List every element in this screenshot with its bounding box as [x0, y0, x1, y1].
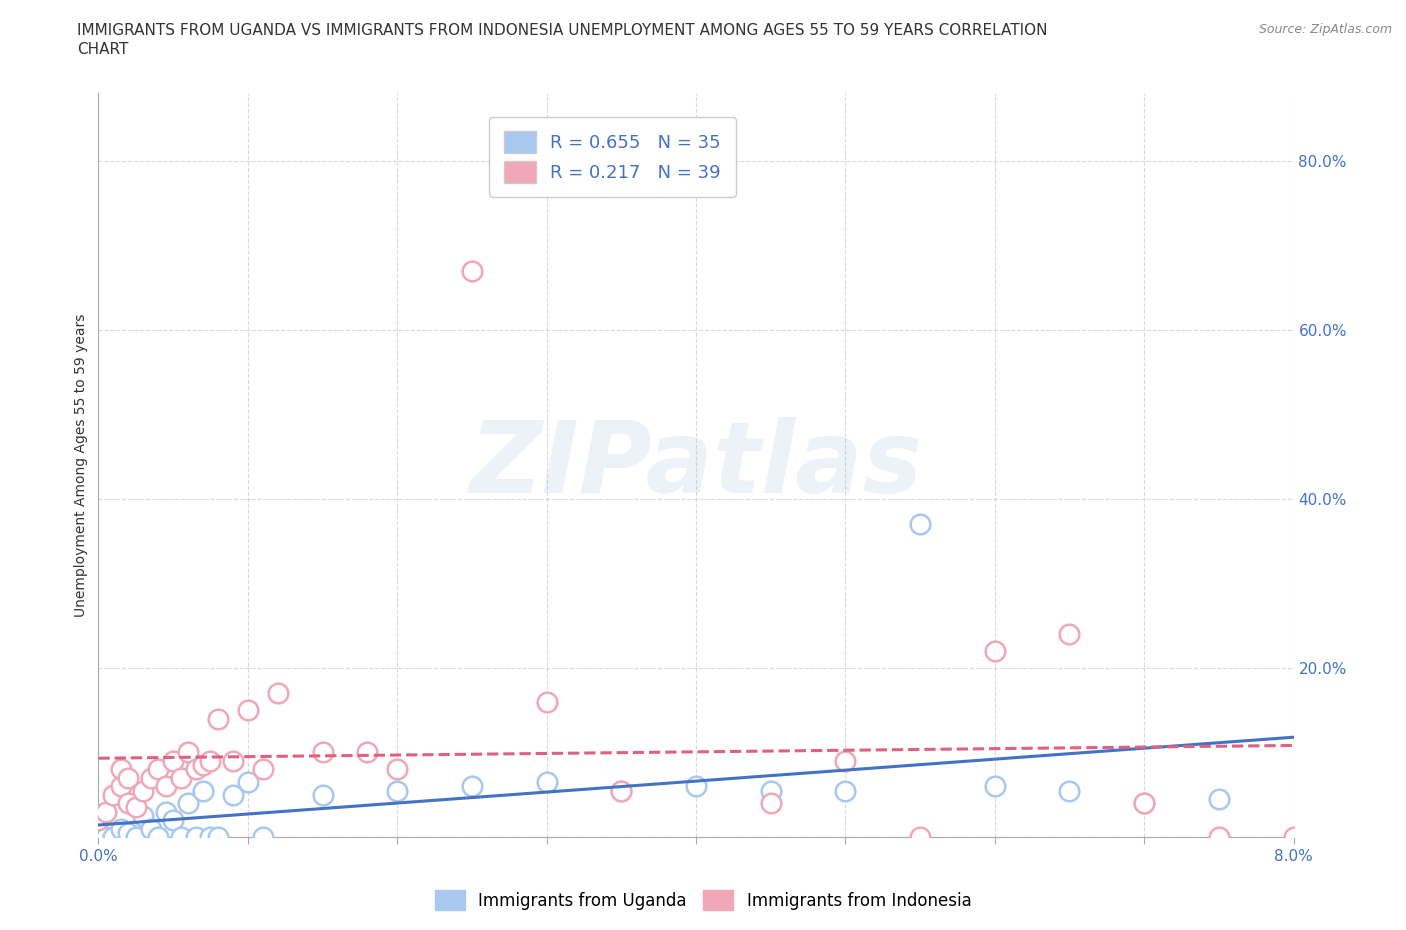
Point	[385, 783, 409, 798]
Y-axis label: Unemployment Among Ages 55 to 59 years: Unemployment Among Ages 55 to 59 years	[75, 313, 89, 617]
Point	[169, 770, 191, 785]
Point	[110, 762, 132, 777]
Point	[236, 703, 259, 718]
Point	[191, 758, 214, 773]
Point	[267, 685, 290, 700]
Text: IMMIGRANTS FROM UGANDA VS IMMIGRANTS FROM INDONESIA UNEMPLOYMENT AMONG AGES 55 T: IMMIGRANTS FROM UGANDA VS IMMIGRANTS FRO…	[77, 23, 1047, 38]
Point	[834, 783, 856, 798]
Point	[184, 762, 207, 777]
Point	[162, 813, 184, 828]
Text: ZIPatlas: ZIPatlas	[470, 417, 922, 513]
Point	[908, 517, 931, 532]
Point	[110, 778, 132, 793]
Point	[132, 783, 155, 798]
Point	[385, 762, 409, 777]
Point	[236, 775, 259, 790]
Point	[200, 753, 222, 768]
Text: Source: ZipAtlas.com: Source: ZipAtlas.com	[1258, 23, 1392, 36]
Point	[132, 808, 155, 823]
Point	[87, 813, 110, 828]
Point	[311, 788, 333, 803]
Point	[110, 821, 132, 836]
Point	[177, 796, 200, 811]
Point	[148, 762, 170, 777]
Point	[125, 830, 148, 844]
Point	[984, 644, 1007, 658]
Point	[222, 788, 245, 803]
Point	[461, 263, 484, 278]
Point	[1208, 791, 1230, 806]
Point	[117, 796, 139, 811]
Point	[356, 745, 378, 760]
Point	[1059, 627, 1081, 642]
Point	[461, 778, 484, 793]
Point	[191, 783, 214, 798]
Point	[103, 788, 125, 803]
Point	[184, 830, 207, 844]
Point	[148, 830, 170, 844]
Legend: R = 0.655   N = 35, R = 0.217   N = 39: R = 0.655 N = 35, R = 0.217 N = 39	[489, 117, 735, 197]
Point	[94, 804, 117, 819]
Point	[139, 770, 162, 785]
Point	[155, 804, 177, 819]
Point	[1133, 796, 1156, 811]
Point	[834, 753, 856, 768]
Text: CHART: CHART	[77, 42, 129, 57]
Legend: Immigrants from Uganda, Immigrants from Indonesia: Immigrants from Uganda, Immigrants from …	[427, 884, 979, 917]
Point	[1282, 830, 1305, 844]
Point	[222, 753, 245, 768]
Point	[200, 830, 222, 844]
Point	[117, 825, 139, 840]
Point	[103, 830, 125, 844]
Point	[252, 830, 274, 844]
Point	[177, 745, 200, 760]
Point	[169, 830, 191, 844]
Point	[536, 695, 558, 710]
Point	[125, 800, 148, 815]
Point	[759, 796, 782, 811]
Point	[1059, 783, 1081, 798]
Point	[139, 821, 162, 836]
Point	[610, 783, 633, 798]
Point	[610, 783, 633, 798]
Point	[87, 813, 110, 828]
Point	[1133, 796, 1156, 811]
Point	[162, 753, 184, 768]
Point	[759, 783, 782, 798]
Point	[984, 778, 1007, 793]
Point	[252, 762, 274, 777]
Point	[207, 711, 229, 726]
Point	[155, 778, 177, 793]
Point	[685, 778, 707, 793]
Point	[311, 745, 333, 760]
Point	[207, 830, 229, 844]
Point	[117, 770, 139, 785]
Point	[536, 775, 558, 790]
Point	[908, 830, 931, 844]
Point	[94, 830, 117, 844]
Point	[1208, 830, 1230, 844]
